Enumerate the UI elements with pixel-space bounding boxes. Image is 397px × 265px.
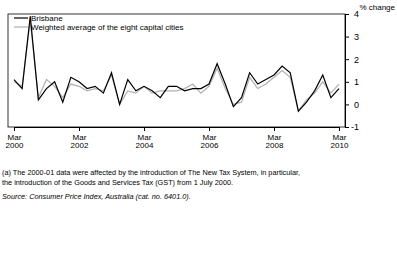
x-tick-label-part: Mar	[138, 133, 152, 142]
x-tick-label: Mar2000	[6, 133, 24, 151]
y-tick-label: 3	[354, 32, 359, 42]
x-tick-label-part: 2006	[201, 141, 219, 150]
y-tick: 1	[345, 77, 359, 87]
x-tick: Mar2008	[266, 127, 284, 150]
y-tick-mark	[345, 127, 349, 128]
y-tick-mark	[345, 82, 349, 83]
legend: BrisbaneWeighted average of the eight ca…	[14, 14, 183, 32]
legend-label: Weighted average of the eight capital ci…	[31, 23, 183, 32]
x-tick-label: Mar2006	[201, 133, 219, 151]
footnote: the introduction of the Goods and Servic…	[2, 178, 233, 187]
legend-label: Brisbane	[31, 14, 63, 23]
x-tick-mark	[14, 127, 15, 131]
x-tick: Mar2010	[331, 127, 349, 150]
y-tick-label: 2	[354, 55, 359, 65]
x-tick-label-part: 2008	[266, 141, 284, 150]
legend-swatch	[14, 17, 28, 18]
x-tick: Mar2002	[71, 127, 89, 150]
x-tick-label: Mar2008	[266, 133, 284, 151]
x-tick-label-part: Mar	[203, 133, 217, 142]
x-tick-label: Mar2002	[71, 133, 89, 151]
plot-frame	[8, 14, 345, 127]
y-tick-label: 0	[354, 100, 359, 110]
x-axis: Mar2000Mar2002Mar2004Mar2006Mar2008Mar20…	[6, 127, 349, 150]
footnote: (a) The 2000-01 data were affected by th…	[2, 168, 300, 177]
y-tick: 4	[345, 9, 359, 19]
x-tick-mark	[274, 127, 275, 131]
series-line	[14, 16, 339, 111]
y-tick-mark	[345, 37, 349, 38]
x-tick-label: Mar2004	[136, 133, 154, 151]
y-tick-label: 4	[354, 9, 359, 19]
x-tick-mark	[79, 127, 80, 131]
source: Source: Consumer Price Index, Australia …	[2, 192, 191, 201]
y-tick: 3	[345, 32, 359, 42]
y-tick-label: 1	[354, 77, 359, 87]
x-tick: Mar2000	[6, 127, 24, 150]
y-tick-mark	[345, 14, 349, 15]
y-axis-line	[346, 15, 350, 128]
x-tick-label: Mar2010	[331, 133, 349, 151]
y-tick: -1	[345, 122, 359, 132]
y-tick: 0	[345, 100, 359, 110]
x-tick: Mar2006	[201, 127, 219, 150]
y-tick-mark	[345, 59, 349, 60]
y-tick-mark	[345, 104, 349, 105]
legend-swatch	[14, 26, 28, 27]
x-tick-label-part: Mar	[8, 133, 22, 142]
y-axis: -1 0 1 2 3 4	[345, 9, 359, 132]
x-tick-label-part: Mar	[268, 133, 282, 142]
x-tick-label-part: Mar	[73, 133, 87, 142]
x-tick-label-part: 2004	[136, 141, 154, 150]
series-line	[14, 21, 339, 111]
x-tick-label-part: 2002	[71, 141, 89, 150]
lines	[14, 16, 339, 111]
chart: -101234% changeMar2000Mar2002Mar2004Mar2…	[0, 0, 397, 265]
x-tick: Mar2004	[136, 127, 154, 150]
x-tick-label-part: 2010	[331, 141, 349, 150]
x-tick-label-part: Mar	[333, 133, 347, 142]
y-axis-title: % change	[359, 3, 395, 12]
x-tick-mark	[144, 127, 145, 131]
x-tick-label-part: 2000	[6, 141, 24, 150]
x-tick-mark	[209, 127, 210, 131]
y-tick-label: -1	[351, 122, 359, 132]
y-tick: 2	[345, 55, 359, 65]
x-axis-line	[15, 128, 340, 132]
x-tick-mark	[339, 127, 340, 131]
